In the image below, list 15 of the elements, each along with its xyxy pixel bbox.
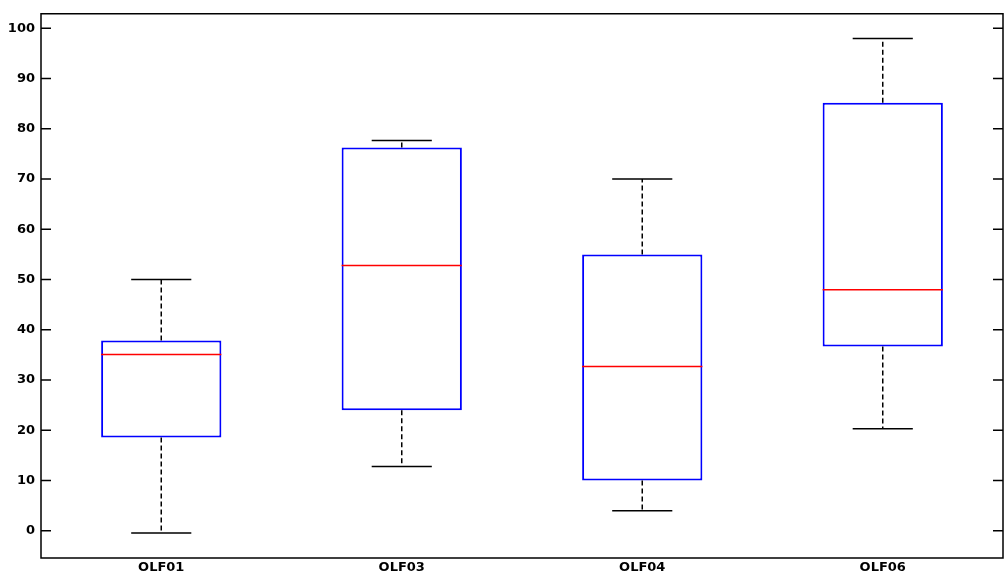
y-tick-label: 100 bbox=[7, 19, 35, 35]
y-tick-label: 80 bbox=[16, 120, 35, 136]
x-tick-label: OLF03 bbox=[378, 559, 425, 575]
y-tick-label: 40 bbox=[16, 321, 35, 337]
x-tick-label: OLF01 bbox=[138, 559, 185, 575]
y-tick-label: 30 bbox=[16, 371, 35, 387]
y-tick-label: 70 bbox=[16, 170, 35, 186]
y-tick-label: 20 bbox=[16, 421, 35, 437]
y-tick-label: 90 bbox=[16, 70, 35, 85]
y-tick-label: 0 bbox=[25, 522, 35, 538]
y-tick-label: 10 bbox=[16, 471, 35, 487]
x-tick-label: OLF04 bbox=[619, 559, 666, 575]
y-tick-label: 60 bbox=[16, 220, 35, 236]
x-tick-label: OLF06 bbox=[859, 559, 906, 575]
y-tick-label: 50 bbox=[16, 270, 35, 286]
